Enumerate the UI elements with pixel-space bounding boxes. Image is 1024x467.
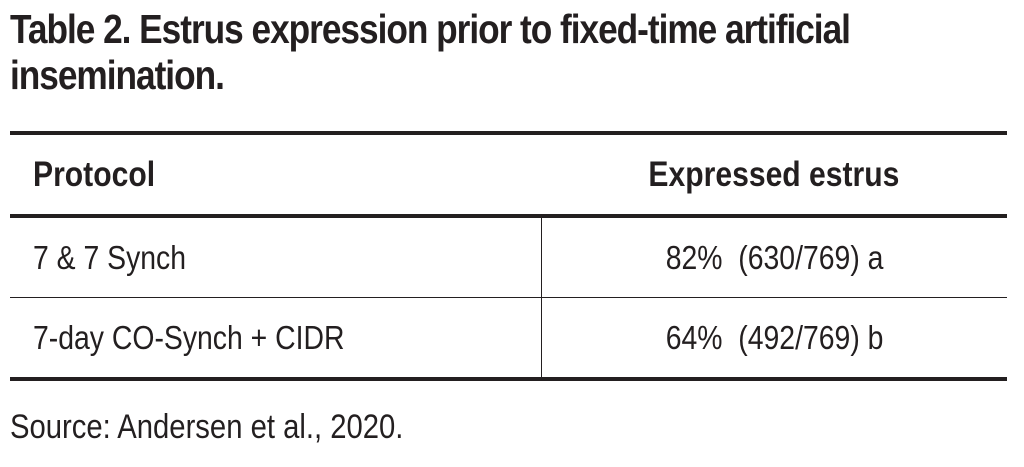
protocol-cell: 7-day CO-Synch + CIDR — [33, 318, 345, 356]
source-citation: Source: Andersen et al., 2020. — [10, 408, 404, 446]
header-protocol: Protocol — [33, 154, 156, 194]
table-row: 7-day CO-Synch + CIDR 64% (492/769) b — [10, 297, 1007, 379]
table-row: 7 & 7 Synch 82% (630/769) a — [10, 216, 1007, 298]
table-title: Table 2. Estrus expression prior to fixe… — [10, 6, 870, 98]
expressed-estrus-cell: 64% (492/769) b — [540, 297, 1007, 379]
expressed-estrus-cell: 82% (630/769) a — [540, 216, 1007, 298]
table-title-line-1: Table 2. Estrus expression prior to fixe… — [10, 6, 851, 52]
header-expressed-estrus: Expressed estrus — [648, 154, 900, 194]
estrus-table-container: Protocol Expressed estrus 7 & 7 Synch 82… — [10, 131, 1007, 381]
table-header-row: Protocol Expressed estrus — [10, 133, 1007, 216]
table-title-line-2: insemination. — [10, 52, 225, 98]
estrus-table: Protocol Expressed estrus 7 & 7 Synch 82… — [10, 131, 1007, 381]
protocol-cell: 7 & 7 Synch — [33, 238, 187, 276]
